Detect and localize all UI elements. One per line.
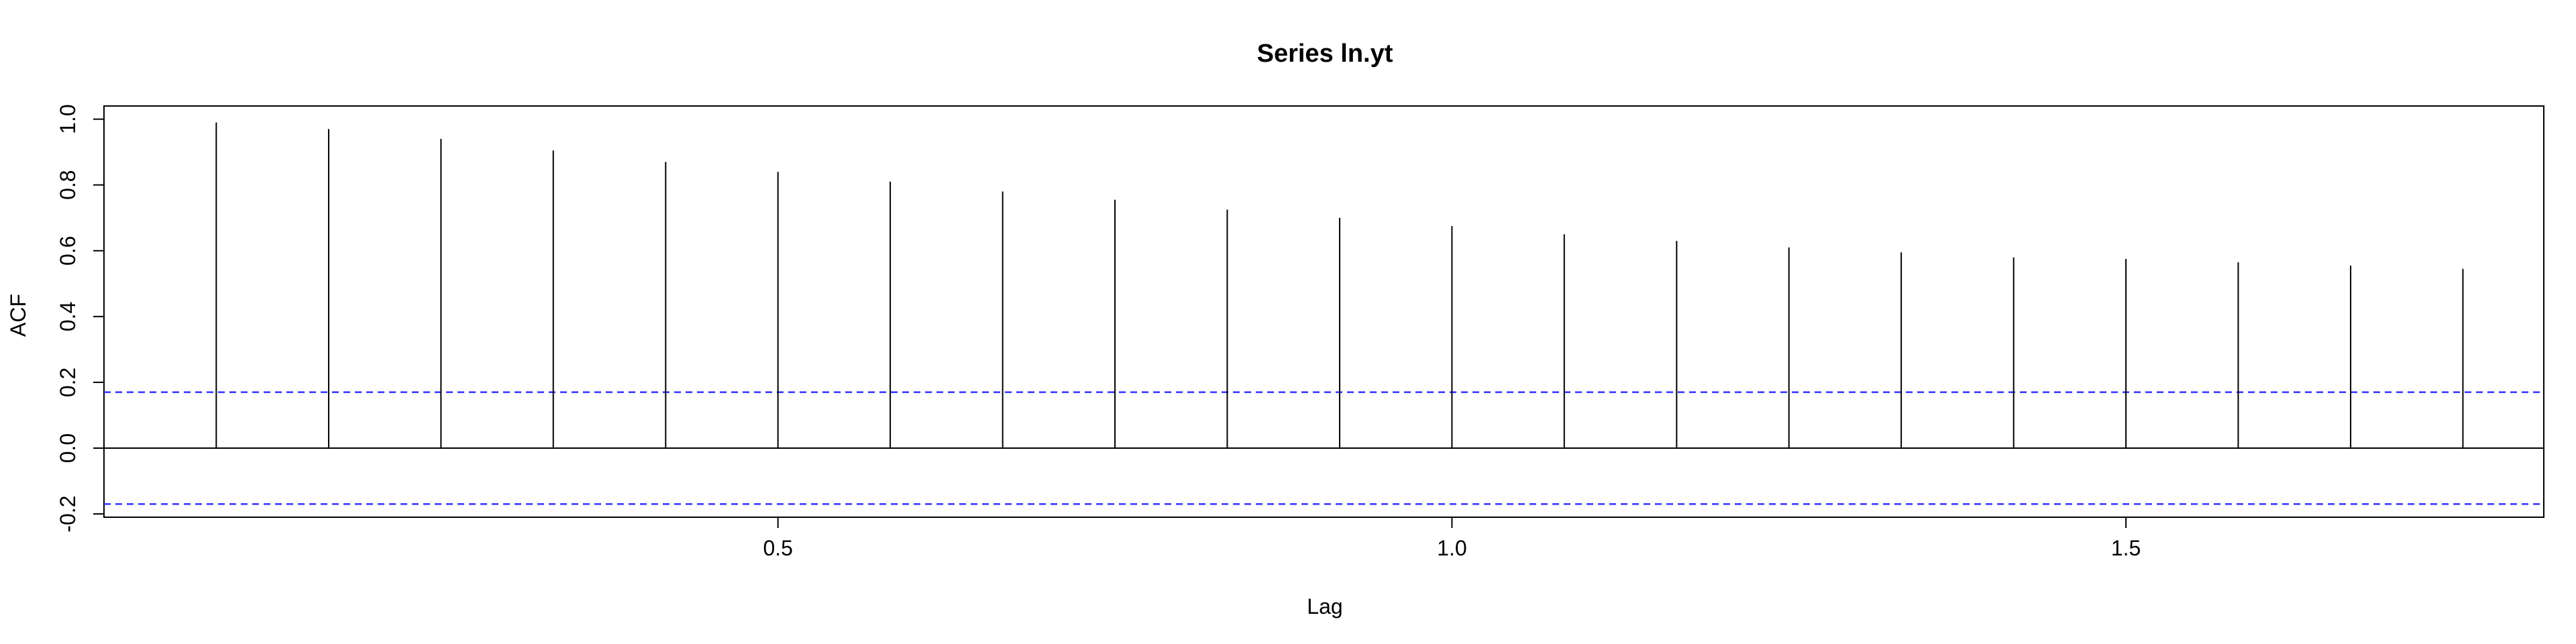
y-tick-label: 0.8 xyxy=(56,170,80,199)
x-tick-label: 0.5 xyxy=(763,536,792,560)
x-axis-label: Lag xyxy=(1307,594,1342,619)
x-tick-label: 1.5 xyxy=(2111,536,2141,560)
plot-frame xyxy=(103,105,2544,518)
y-tick-label: 0.4 xyxy=(56,302,80,331)
confidence-bounds-layer xyxy=(104,391,2544,505)
acf-bars-layer xyxy=(215,122,2464,449)
y-tick-label: 1.0 xyxy=(56,104,80,133)
x-axis: 0.5 1.0 1.5 xyxy=(763,517,2141,560)
y-tick-label: 0.0 xyxy=(56,433,80,463)
y-axis-label: ACF xyxy=(6,294,30,337)
x-tick-label: 1.0 xyxy=(1437,536,1466,560)
y-tick-label: -0.2 xyxy=(56,496,80,533)
chart-title: Series ln.yt xyxy=(1257,40,1393,68)
y-axis: -0.2 0.0 0.2 0.4 0.6 0.8 1.0 xyxy=(56,104,104,533)
y-tick-label: 0.2 xyxy=(56,368,80,397)
y-tick-label: 0.6 xyxy=(56,236,80,266)
